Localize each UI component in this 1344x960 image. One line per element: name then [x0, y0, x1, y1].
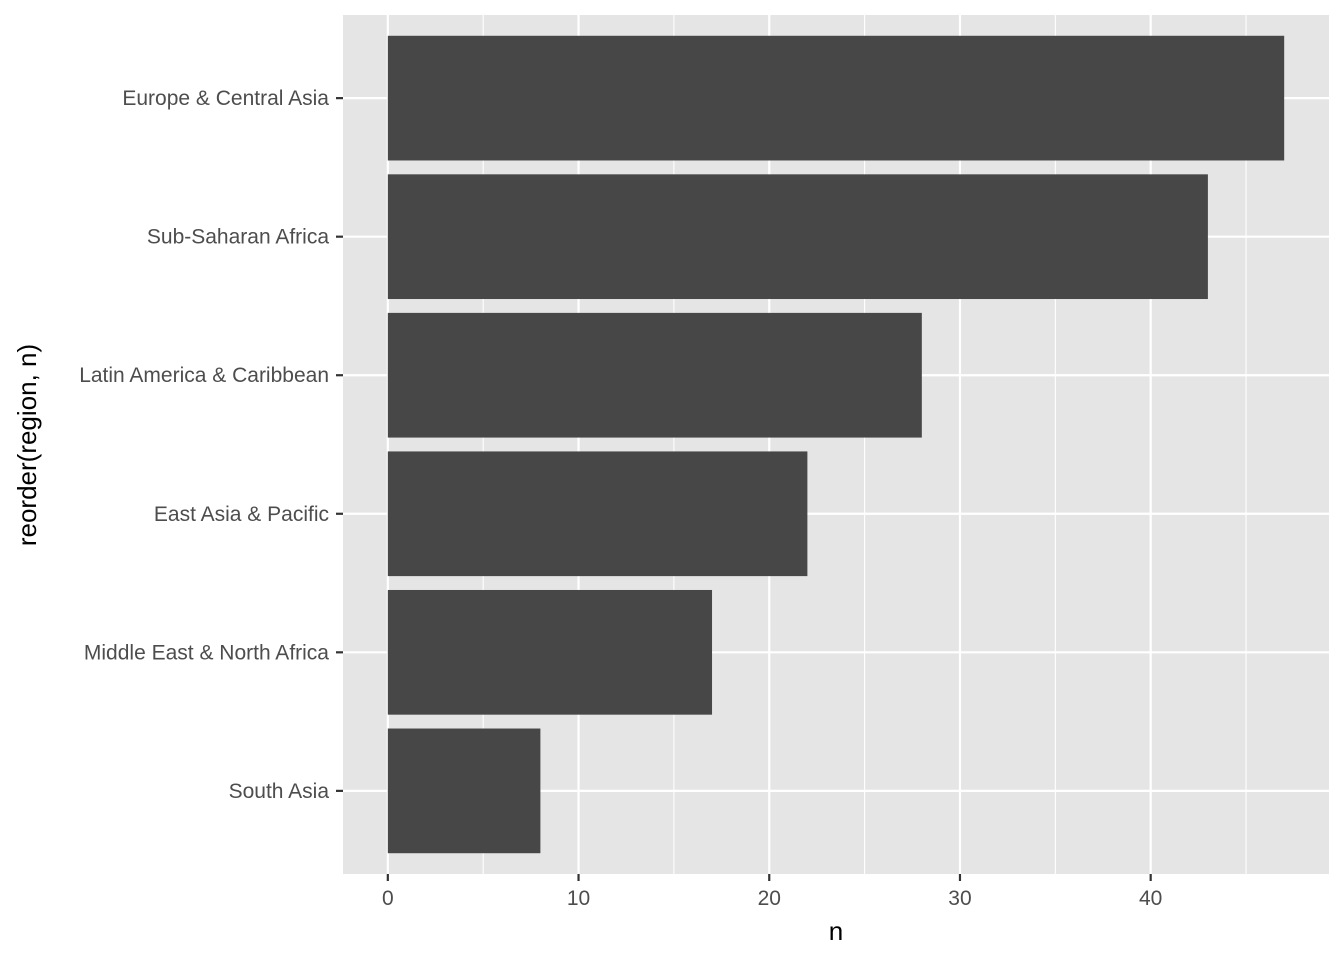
- y-tick-label: Europe & Central Asia: [122, 87, 329, 110]
- y-tick-label: East Asia & Pacific: [154, 503, 329, 526]
- x-axis-title: n: [829, 916, 843, 946]
- y-tick-label: Middle East & North Africa: [84, 641, 329, 664]
- y-tick-label: Sub-Saharan Africa: [147, 226, 329, 249]
- y-axis-title: reorder(region, n): [12, 344, 42, 546]
- bar: [387, 589, 713, 715]
- x-tick-label: 10: [567, 887, 590, 910]
- bars: [387, 35, 1285, 854]
- bar: [387, 728, 541, 854]
- x-tick-label: 20: [758, 887, 781, 910]
- x-axis: 0 10 20 30 40: [382, 874, 1162, 910]
- bar: [387, 451, 808, 577]
- bar: [387, 312, 922, 438]
- x-tick-label: 40: [1139, 887, 1162, 910]
- y-tick-label: Latin America & Caribbean: [79, 364, 329, 387]
- x-tick-label: 0: [382, 887, 394, 910]
- y-axis: Europe & Central Asia Sub-Saharan Africa L…: [79, 87, 343, 803]
- y-tick-label: South Asia: [229, 780, 330, 803]
- bar: [387, 35, 1285, 161]
- bar: [387, 174, 1208, 300]
- x-tick-label: 30: [948, 887, 971, 910]
